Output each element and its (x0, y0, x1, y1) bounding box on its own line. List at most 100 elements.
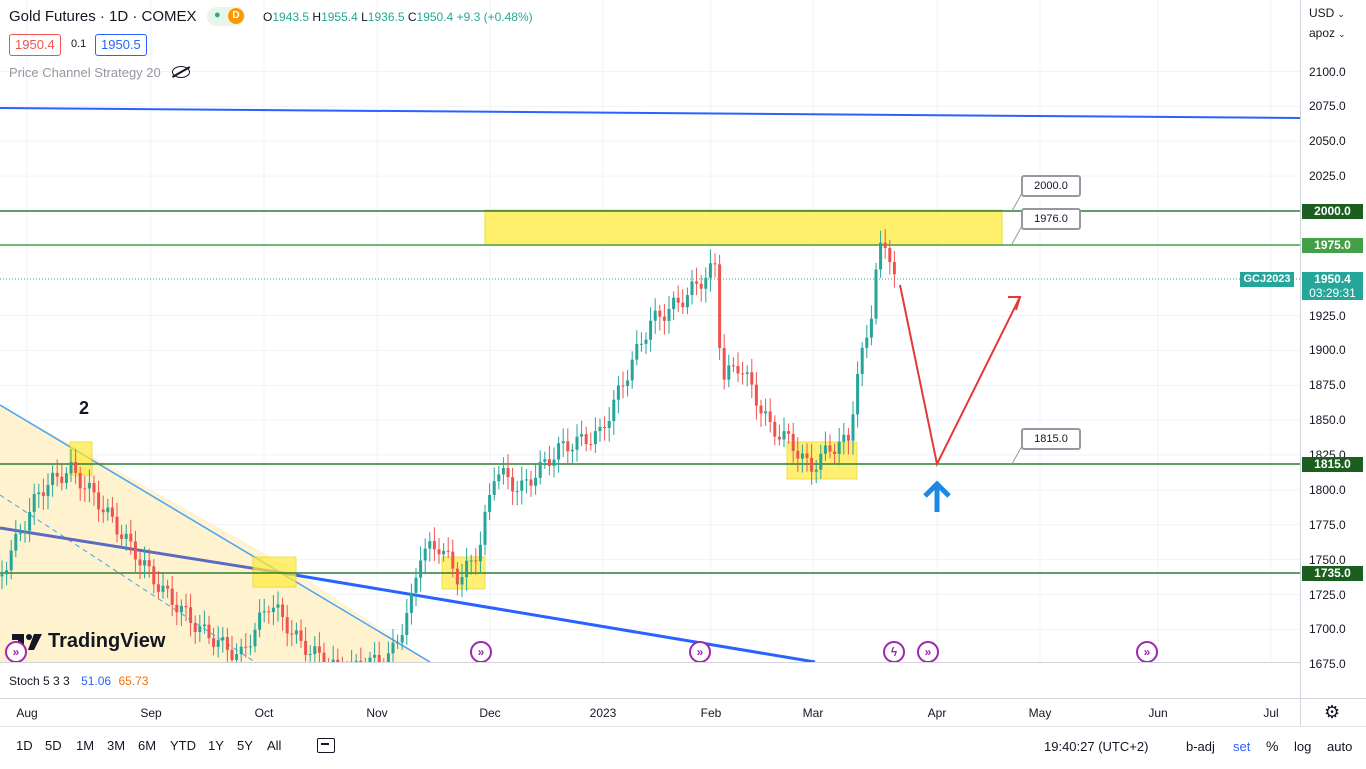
event-marker-icon[interactable]: » (917, 641, 939, 663)
candle-body (520, 480, 523, 490)
candle-body (10, 551, 13, 571)
candle-body (594, 431, 597, 444)
price-chart[interactable] (0, 0, 1300, 662)
candle-body (516, 491, 519, 492)
candle-body (134, 541, 137, 559)
candle-body (125, 534, 128, 539)
candle-body (589, 444, 592, 445)
candle-body (143, 560, 146, 565)
stoch-legend[interactable]: Stoch 5 3 3 51.06 65.73 (9, 674, 148, 688)
upper-trend-line[interactable] (0, 108, 1300, 118)
session-toggle[interactable]: set (1233, 739, 1250, 754)
candle-body (152, 566, 155, 584)
candle-body (189, 607, 192, 623)
delayed-data-icon: D (228, 8, 244, 24)
symbol-title[interactable]: Gold Futures · 1D · COMEX (9, 8, 197, 25)
candle-body (525, 479, 528, 480)
candle-body (277, 604, 280, 607)
price-tick-label: 1925.0 (1309, 309, 1346, 323)
timeframe-button-3m[interactable]: 3M (107, 738, 125, 753)
date-range-icon[interactable] (317, 738, 335, 753)
callout-1976[interactable]: 1976.0 (1021, 208, 1081, 230)
time-axis-label: Aug (16, 706, 37, 720)
candle-body (668, 309, 671, 321)
callout-2000[interactable]: 2000.0 (1021, 175, 1081, 197)
chart-settings-button[interactable]: ⚙ (1300, 698, 1366, 727)
timeframe-button-1d[interactable]: 1D (16, 738, 33, 753)
user-selector[interactable]: apoz⌄ (1309, 26, 1346, 40)
candle-body (194, 623, 197, 632)
highlight-box-aug[interactable] (70, 442, 92, 475)
candle-body (281, 604, 284, 617)
eye-crossed-icon[interactable] (172, 66, 190, 78)
chart-area[interactable]: Gold Futures · 1D · COMEX ● D O1943.5 H1… (0, 0, 1300, 662)
badj-toggle[interactable]: b-adj (1186, 739, 1215, 754)
candle-body (474, 560, 477, 561)
candle-body (704, 278, 707, 289)
candle-body (300, 630, 303, 640)
candle-body (580, 434, 583, 437)
log-toggle[interactable]: log (1294, 739, 1311, 754)
candle-body (102, 509, 105, 512)
time-axis-label: Sep (140, 706, 161, 720)
countdown-tag: 03:29:31 (1302, 286, 1363, 300)
candle-body (323, 653, 326, 662)
stoch-pane[interactable]: Stoch 5 3 3 51.06 65.73 (0, 662, 1300, 699)
candle-body (419, 560, 422, 577)
candle-body (566, 441, 569, 451)
indicator-legend[interactable]: Price Channel Strategy 20 (9, 65, 190, 80)
candle-body (447, 551, 450, 552)
candle-body (750, 372, 753, 384)
projection-arrow[interactable] (900, 285, 1020, 464)
buy-arrow-icon[interactable] (925, 484, 949, 512)
highlight-box-oct[interactable] (253, 557, 296, 587)
candle-body (83, 488, 86, 489)
candle-body (861, 348, 864, 374)
buy-button[interactable]: 1950.5 (95, 34, 147, 56)
candle-body (764, 411, 767, 413)
auto-toggle[interactable]: auto (1327, 739, 1352, 754)
price-tick-label: 2075.0 (1309, 99, 1346, 113)
timeframe-button-1m[interactable]: 1M (76, 738, 94, 753)
sell-button[interactable]: 1950.4 (9, 34, 61, 56)
candle-body (37, 492, 40, 494)
clock-display[interactable]: 19:40:27 (UTC+2) (1044, 739, 1148, 754)
percent-toggle[interactable]: % (1266, 738, 1278, 754)
event-marker-icon[interactable]: » (1136, 641, 1158, 663)
time-axis-label: Jun (1148, 706, 1167, 720)
candle-body (562, 441, 565, 443)
candle-body (272, 608, 275, 612)
market-status-badge[interactable]: ● D (207, 7, 245, 26)
price-tick-label: 1775.0 (1309, 518, 1346, 532)
callout-1815[interactable]: 1815.0 (1021, 428, 1081, 450)
timeframe-button-6m[interactable]: 6M (138, 738, 156, 753)
candle-body (833, 452, 836, 455)
candle-body (681, 303, 684, 308)
timeframe-button-5y[interactable]: 5Y (237, 738, 253, 753)
wave-number-label[interactable]: 2 (79, 398, 89, 419)
event-marker-icon[interactable]: » (5, 641, 27, 663)
timeframe-button-ytd[interactable]: YTD (170, 738, 196, 753)
candle-body (746, 372, 749, 374)
time-axis-label: Mar (803, 706, 824, 720)
event-marker-icon[interactable]: » (470, 641, 492, 663)
timeframe-button-all[interactable]: All (267, 738, 281, 753)
candle-body (847, 435, 850, 441)
candle-body (787, 431, 790, 434)
candle-body (488, 495, 491, 512)
candle-body (778, 437, 781, 440)
spread-value: 0.1 (71, 38, 86, 50)
event-marker-icon[interactable]: » (689, 641, 711, 663)
timeframe-button-5d[interactable]: 5D (45, 738, 62, 753)
candle-body (157, 584, 160, 592)
currency-selector[interactable]: USD⌄ (1309, 6, 1345, 20)
resistance-zone[interactable] (485, 210, 1002, 245)
candle-body (461, 577, 464, 584)
candle-body (622, 385, 625, 386)
timeframe-button-1y[interactable]: 1Y (208, 738, 224, 753)
candle-body (208, 625, 211, 639)
lightning-event-icon[interactable]: ϟ (883, 641, 905, 663)
candle-body (60, 477, 63, 483)
